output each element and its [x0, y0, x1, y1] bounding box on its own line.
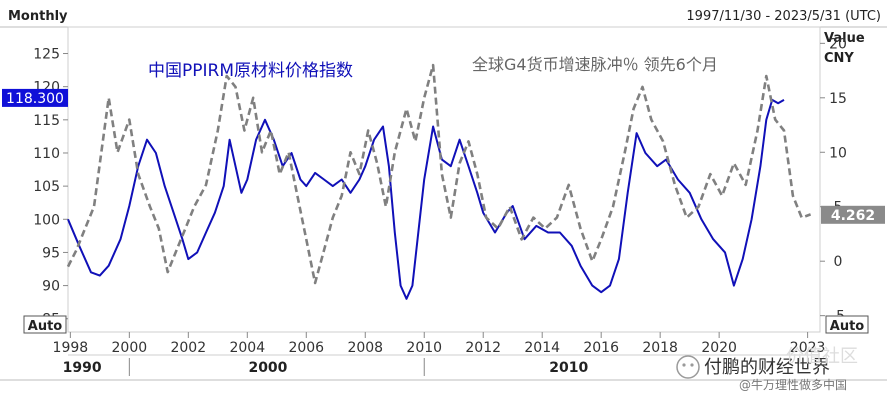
- left-tick-label: 115: [33, 113, 60, 129]
- right-axis-unit: CNY: [824, 51, 854, 66]
- x-axis-ticks: 1998 2000 2002 2004 2006 2008 2010 2012 2014 2016…: [53, 332, 826, 356]
- right-auto-button[interactable]: Auto: [825, 315, 869, 334]
- watermark: 付鹏的财经世界 @牛万理性做多中国 价值社区: [676, 346, 858, 392]
- decade-label: 1990: [63, 360, 102, 376]
- x-tick-label: 2012: [465, 340, 501, 356]
- wechat-icon: [676, 355, 700, 379]
- left-auto-label[interactable]: Auto: [28, 319, 63, 334]
- x-tick-label: 2000: [112, 340, 148, 356]
- left-tick-label: 125: [33, 47, 60, 63]
- series-layer: [66, 63, 812, 300]
- last-value-left-tag: 118.300: [2, 88, 68, 107]
- decade-label: 2000: [248, 360, 287, 376]
- left-axis-ticks: 859095100105110115120125: [33, 47, 68, 328]
- last-value-right-text: 4.262: [831, 208, 875, 224]
- watermark-brand: 付鹏的财经世界: [704, 357, 830, 378]
- last-value-left-text: 118.300: [6, 91, 64, 107]
- x-tick-label: 2023: [790, 340, 826, 356]
- x-tick-label: 2018: [642, 340, 678, 356]
- x-tick-label: 2020: [701, 340, 737, 356]
- left-tick-label: 105: [33, 179, 60, 195]
- right-tick-label: 20: [829, 36, 847, 52]
- watermark-faint: 价值社区: [786, 346, 858, 367]
- frequency-label: Monthly: [8, 9, 68, 24]
- series-line-ppirm: [67, 98, 785, 300]
- left-tick-label: 100: [33, 212, 60, 228]
- right-axis-title: Value: [824, 31, 865, 46]
- last-value-right-tag: 4.262: [821, 205, 885, 224]
- left-tick-label: 90: [42, 279, 60, 295]
- right-tick-label: 10: [829, 145, 847, 161]
- annotation-g4: 全球G4货币增速脉冲％ 领先6个月: [472, 55, 718, 74]
- decade-label: 2010: [549, 360, 588, 376]
- series-line-g4-pulse: [66, 63, 812, 285]
- right-tick-label: 0: [834, 254, 843, 270]
- right-axis-ticks: -505101520: [820, 36, 847, 325]
- decade-labels: 1990 2000 2010: [63, 358, 588, 376]
- x-tick-label: 2008: [347, 340, 383, 356]
- watermark-sub: @牛万理性做多中国: [739, 377, 847, 392]
- x-tick-label: 1998: [53, 340, 89, 356]
- left-tick-label: 95: [42, 245, 60, 261]
- right-auto-label[interactable]: Auto: [830, 319, 865, 334]
- x-tick-label: 2004: [229, 340, 265, 356]
- x-tick-label: 2002: [170, 340, 206, 356]
- right-tick-label: 15: [829, 91, 847, 107]
- left-auto-button[interactable]: Auto: [23, 315, 67, 334]
- date-range-label: 1997/11/30 - 2023/5/31 (UTC): [686, 9, 881, 24]
- annotation-ppirm: 中国PPIRM原材料价格指数: [148, 61, 353, 81]
- x-tick-label: 2006: [288, 340, 324, 356]
- x-tick-label: 2016: [583, 340, 619, 356]
- x-tick-label: 2010: [406, 340, 442, 356]
- left-tick-label: 110: [33, 146, 60, 162]
- x-tick-label: 2014: [524, 340, 560, 356]
